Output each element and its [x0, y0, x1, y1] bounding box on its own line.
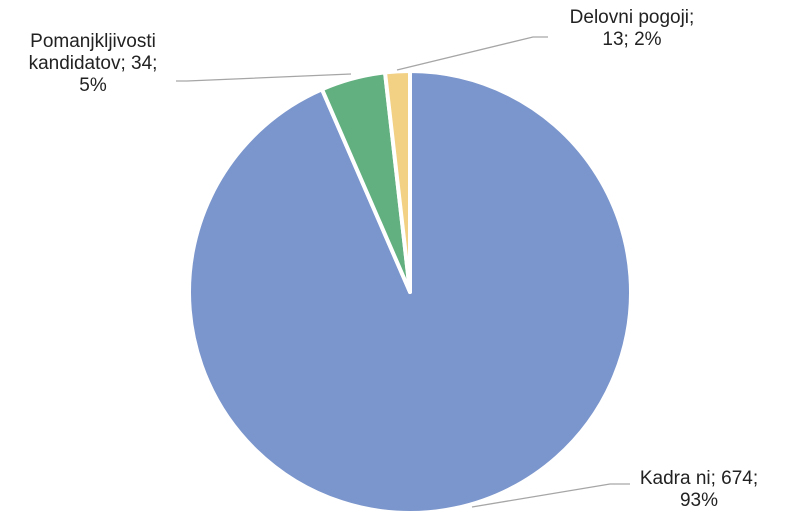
data-label-line: 93% [680, 490, 718, 511]
data-label-delovni-pogoji: Delovni pogoji; 13; 2% [570, 7, 695, 50]
slices-layer [187, 69, 633, 515]
data-label-line: Pomanjkljivosti [30, 31, 156, 52]
data-label-line: Kadra ni; 674; [640, 468, 758, 489]
data-label-line: Delovni pogoji; [570, 7, 695, 28]
pie-slice-delovni-pogoji [383, 69, 412, 294]
data-label-pomanjkljivosti-kandidatov: Pomanjkljivosti kandidatov; 34; 5% [29, 31, 158, 96]
leader-line-delovni-pogoji [396, 36, 548, 71]
leader-line-pomanjkljivosti-kandidatov [176, 73, 352, 82]
data-labels-layer: Kadra ni; 674; 93% Pomanjkljivosti kandidat… [29, 7, 759, 511]
leader-line-kadra-ni [471, 483, 630, 508]
data-label-line: 5% [79, 75, 107, 96]
data-label-kadra-ni: Kadra ni; 674; 93% [640, 468, 758, 511]
leader-lines-layer [176, 36, 630, 508]
data-label-line: kandidatov; 34; [29, 53, 158, 74]
data-label-line: 13; 2% [602, 29, 661, 50]
